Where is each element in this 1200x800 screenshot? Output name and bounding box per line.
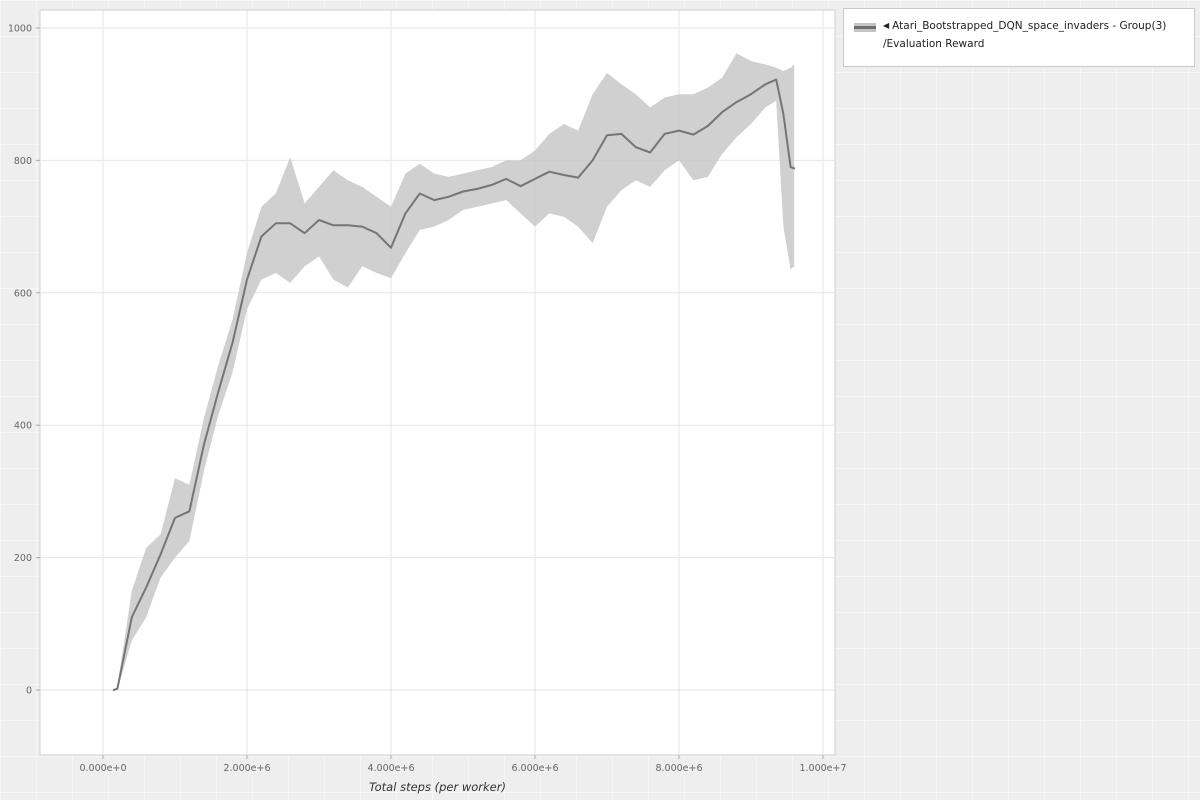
legend-series-sublabel: /Evaluation Reward xyxy=(883,37,985,50)
svg-text:8.000e+6: 8.000e+6 xyxy=(655,763,702,774)
legend-series-label: Atari_Bootstrapped_DQN_space_invaders - … xyxy=(892,20,1167,32)
svg-text:0: 0 xyxy=(26,686,32,697)
x-axis-title: Total steps (per worker) xyxy=(369,780,506,794)
svg-text:400: 400 xyxy=(14,421,32,432)
legend-series-entry[interactable]: ◀ Atari_Bootstrapped_DQN_space_invaders -… xyxy=(883,18,1184,36)
svg-text:0.000e+0: 0.000e+0 xyxy=(79,763,126,774)
svg-text:2.000e+6: 2.000e+6 xyxy=(223,763,270,774)
svg-text:1.000e+7: 1.000e+7 xyxy=(799,763,846,774)
legend-line-icon xyxy=(854,26,876,29)
grid-lines xyxy=(40,10,835,755)
axis-tick-labels: 0.000e+0 2.000e+6 4.000e+6 6.000e+6 8.000e+6… xyxy=(8,24,847,775)
svg-text:200: 200 xyxy=(14,553,32,564)
legend[interactable]: ◀ Atari_Bootstrapped_DQN_space_invaders -… xyxy=(843,8,1195,67)
svg-text:4.000e+6: 4.000e+6 xyxy=(367,763,414,774)
svg-text:6.000e+6: 6.000e+6 xyxy=(511,763,558,774)
series-line xyxy=(112,78,796,691)
collapse-left-icon[interactable]: ◀ xyxy=(883,21,890,30)
svg-text:1000: 1000 xyxy=(8,24,32,35)
legend-text: ◀ Atari_Bootstrapped_DQN_space_invaders -… xyxy=(883,18,1184,54)
svg-text:800: 800 xyxy=(14,156,32,167)
confidence-band xyxy=(113,53,795,690)
legend-series-swatch xyxy=(854,23,876,32)
svg-text:600: 600 xyxy=(14,288,32,299)
